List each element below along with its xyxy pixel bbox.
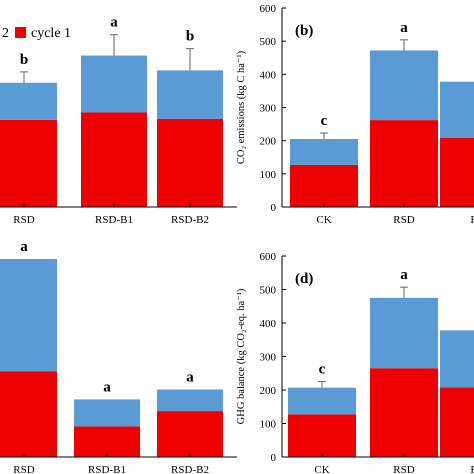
bar-cycle1 — [370, 368, 438, 457]
y-tick-label: 200 — [260, 385, 277, 397]
bar-cycle1 — [370, 120, 438, 207]
bar-cycle2 — [440, 81, 474, 139]
bar-cycle2 — [74, 399, 140, 427]
y-tick-label: 200 — [260, 136, 277, 148]
significance-label: b — [20, 52, 28, 68]
x-tick-label: CK — [316, 214, 331, 226]
y-tick-label: 100 — [260, 169, 277, 181]
x-tick-label: RSD — [13, 214, 34, 226]
bar-cycle1 — [290, 164, 358, 207]
significance-label: a — [400, 267, 408, 283]
bar-cycle1 — [74, 426, 140, 457]
legend-entry-cycle1: cycle 1 — [31, 26, 71, 41]
significance-label: c — [319, 362, 326, 378]
panel-label: (b) — [295, 23, 313, 39]
bar-cycle2 — [81, 55, 147, 113]
bar-cycle1 — [157, 118, 223, 207]
bar-cycle1 — [288, 414, 356, 457]
y-tick-label: 300 — [260, 352, 277, 364]
x-tick-label: CK — [314, 464, 329, 474]
bar-cycle1 — [81, 112, 147, 207]
y-tick-label: 500 — [260, 36, 277, 48]
significance-label: b — [186, 29, 194, 45]
bar-cycle2 — [157, 389, 223, 412]
bar-cycle1 — [0, 119, 57, 207]
y-tick-label: 400 — [260, 69, 277, 81]
bar-cycle1 — [440, 387, 474, 457]
legend-swatch-cycle1 — [15, 27, 26, 38]
x-tick-label: R — [470, 464, 474, 474]
y-tick-label: 100 — [260, 419, 277, 431]
bar-cycle2 — [0, 259, 57, 372]
significance-label: c — [321, 113, 328, 129]
significance-label: a — [20, 239, 28, 255]
bar-cycle2 — [290, 139, 358, 165]
significance-label: a — [400, 20, 408, 36]
significance-label: a — [110, 15, 118, 31]
y-tick-label: 0 — [271, 202, 277, 214]
significance-label: a — [186, 370, 194, 386]
panel-label: (d) — [295, 271, 313, 287]
bar-cycle2 — [440, 330, 474, 388]
x-tick-label: RSD-B2 — [171, 464, 209, 474]
bar-cycle2 — [370, 50, 438, 121]
x-tick-label: R — [470, 214, 474, 226]
bar-cycle2 — [0, 82, 57, 120]
legend-fragment: 2 — [2, 26, 9, 41]
bar-cycle1 — [0, 371, 57, 457]
x-tick-label: RSD — [13, 464, 34, 474]
y-axis-title: GHG balance (kg CO₂-eq. ha⁻¹) — [236, 288, 247, 424]
bar-cycle2 — [157, 70, 223, 119]
y-tick-label: 0 — [271, 452, 277, 464]
y-tick-label: 300 — [260, 103, 277, 115]
y-axis-title: CO₂ emissions (kg C ha⁻¹) — [236, 50, 247, 164]
x-tick-label: RSD — [393, 464, 414, 474]
bar-cycle2 — [288, 387, 356, 415]
y-tick-label: 400 — [260, 318, 277, 330]
x-tick-label: RSD-B1 — [95, 214, 133, 226]
y-tick-label: 600 — [260, 3, 277, 15]
y-tick-label: 600 — [260, 251, 277, 263]
bar-cycle2 — [370, 297, 438, 369]
x-tick-label: RSD-B2 — [171, 214, 209, 226]
x-tick-label: RSD-B1 — [88, 464, 126, 474]
y-tick-label: 500 — [260, 285, 277, 297]
x-tick-label: RSD — [393, 214, 414, 226]
bar-cycle1 — [440, 138, 474, 207]
bar-cycle1 — [157, 411, 223, 457]
significance-label: a — [103, 379, 111, 395]
